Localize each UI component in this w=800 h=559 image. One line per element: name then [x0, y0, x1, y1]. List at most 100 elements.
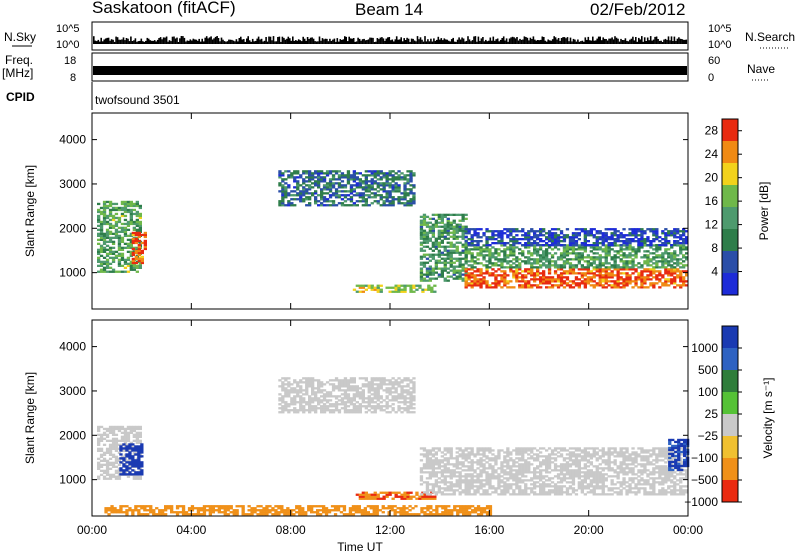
heatmap-cell	[482, 276, 485, 278]
heatmap-cell	[503, 228, 506, 230]
heatmap-cell	[392, 498, 395, 500]
nsky-bar	[198, 39, 200, 44]
heatmap-cell	[506, 230, 509, 232]
nsky-bar	[498, 41, 500, 44]
heatmap-cell	[112, 233, 115, 235]
heatmap-cell	[494, 459, 497, 461]
heatmap-cell	[515, 449, 518, 451]
heatmap-cell	[667, 256, 670, 258]
heatmap-cell	[491, 477, 494, 479]
heatmap-cell	[524, 463, 527, 465]
heatmap-cell	[456, 463, 459, 465]
heatmap-cell	[350, 387, 353, 389]
heatmap-cell	[444, 475, 447, 477]
heatmap-cell	[397, 188, 400, 190]
heatmap-cell	[136, 223, 139, 225]
heatmap-cell	[420, 258, 423, 260]
heatmap-cell	[462, 268, 465, 270]
nsky-bar	[417, 36, 419, 44]
heatmap-cell	[409, 174, 412, 176]
heatmap-cell	[441, 230, 444, 232]
heatmap-cell	[429, 453, 432, 455]
heatmap-cell	[459, 481, 462, 483]
heatmap-cell	[326, 399, 329, 401]
heatmap-cell	[115, 456, 118, 458]
heatmap-cell	[412, 196, 415, 198]
heatmap-cell	[518, 469, 521, 471]
heatmap-cell	[560, 252, 563, 254]
heatmap-cell	[395, 188, 398, 190]
heatmap-cell	[359, 291, 362, 293]
heatmap-cell	[503, 489, 506, 491]
heatmap-cell	[491, 475, 494, 477]
heatmap-cell	[643, 286, 646, 288]
heatmap-cell	[575, 228, 578, 230]
heatmap-cell	[545, 471, 548, 473]
nsky-bar	[660, 41, 662, 44]
heatmap-cell	[533, 236, 536, 238]
heatmap-cell	[482, 485, 485, 487]
heatmap-cell	[679, 236, 682, 238]
heatmap-cell	[311, 389, 314, 391]
heatmap-cell	[450, 469, 453, 471]
heatmap-cell	[139, 440, 142, 442]
nsky-bar	[671, 36, 673, 44]
heatmap-cell	[500, 264, 503, 266]
heatmap-cell	[536, 272, 539, 274]
heatmap-cell	[506, 260, 509, 262]
heatmap-cell	[350, 192, 353, 194]
heatmap-cell	[625, 242, 628, 244]
heatmap-cell	[500, 230, 503, 232]
heatmap-cell	[432, 254, 435, 256]
heatmap-cell	[530, 451, 533, 453]
heatmap-cell	[500, 485, 503, 487]
heatmap-cell	[497, 260, 500, 262]
heatmap-cell	[389, 393, 392, 395]
heatmap-cell	[426, 242, 429, 244]
heatmap-cell	[317, 182, 320, 184]
heatmap-cell	[278, 407, 281, 409]
heatmap-cell	[521, 228, 524, 230]
heatmap-cell	[329, 186, 332, 188]
heatmap-cell	[649, 264, 652, 266]
heatmap-cell	[462, 463, 465, 465]
heatmap-cell	[536, 274, 539, 276]
heatmap-cell	[500, 479, 503, 481]
heatmap-cell	[344, 405, 347, 407]
heatmap-cell	[545, 282, 548, 284]
heatmap-cell	[131, 449, 134, 451]
heatmap-cell	[533, 278, 536, 280]
heatmap-cell	[106, 255, 109, 257]
heatmap-cell	[365, 401, 368, 403]
heatmap-cell	[432, 465, 435, 467]
nsky-bar	[239, 38, 241, 44]
nsky-bar	[224, 41, 226, 44]
nsky-bar	[338, 42, 340, 44]
heatmap-cell	[462, 216, 465, 218]
heatmap-cell	[539, 276, 542, 278]
heatmap-cell	[347, 198, 350, 200]
heatmap-cell	[661, 282, 664, 284]
heatmap-cell	[131, 447, 134, 449]
heatmap-cell	[125, 445, 128, 447]
nsky-bar	[357, 38, 359, 44]
nsky-bar	[604, 39, 606, 44]
heatmap-cell	[503, 457, 506, 459]
heatmap-cell	[539, 469, 542, 471]
heatmap-cell	[557, 274, 560, 276]
heatmap-cell	[115, 428, 118, 430]
heatmap-cell	[515, 272, 518, 274]
colorbar-swatch	[722, 207, 738, 230]
heatmap-cell	[527, 467, 530, 469]
heatmap-cell	[488, 493, 491, 495]
heatmap-cell	[368, 399, 371, 401]
heatmap-cell	[560, 463, 563, 465]
nsky-bar	[253, 41, 255, 44]
heatmap-cell	[100, 440, 103, 442]
heatmap-cell	[491, 232, 494, 234]
heatmap-cell	[473, 244, 476, 246]
heatmap-cell	[506, 453, 509, 455]
heatmap-cell	[485, 461, 488, 463]
heatmap-cell	[308, 186, 311, 188]
heatmap-cell	[578, 268, 581, 270]
